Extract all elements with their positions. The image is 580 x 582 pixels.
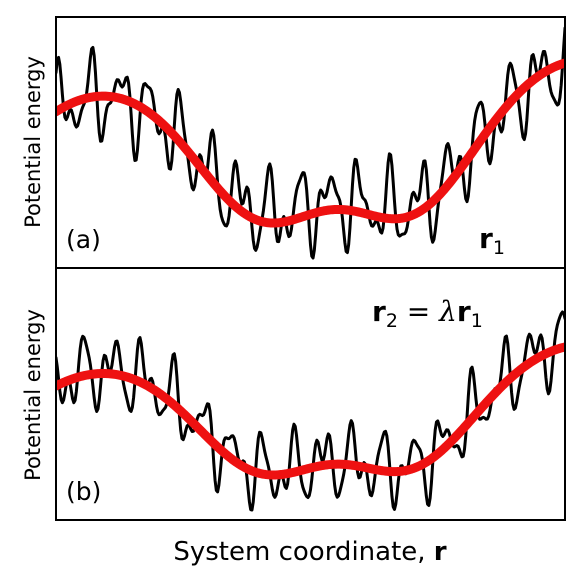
- panel-b-equation: r2 = λr1: [372, 295, 483, 332]
- panel-a-tag: (a): [66, 225, 101, 254]
- panel-a-equation: r1: [479, 222, 505, 259]
- panel-b-plot: [57, 310, 564, 512]
- panel-b-tag: (b): [66, 477, 101, 506]
- smooth-energy-curve-a: [57, 58, 564, 228]
- x-axis-label-symbol: r: [434, 537, 447, 567]
- equals-sign: =: [398, 295, 439, 328]
- x-axis-label: System coordinate, r: [173, 537, 446, 567]
- smooth-energy-curve-b: [57, 342, 564, 480]
- vector-r-lhs: r: [372, 295, 386, 328]
- subscript-1-rhs: 1: [471, 310, 483, 332]
- panel-a-plot: [57, 26, 564, 260]
- vector-r-rhs: r: [457, 295, 471, 328]
- panel-b-frame: [55, 267, 566, 521]
- subscript-2: 2: [386, 310, 398, 332]
- x-axis-label-text: System coordinate,: [173, 537, 433, 567]
- subscript-1: 1: [493, 237, 505, 259]
- rough-energy-curve-b: [57, 310, 564, 512]
- y-axis-label-top: Potential energy: [21, 56, 45, 228]
- y-axis-label-bottom: Potential energy: [21, 309, 45, 481]
- lambda-symbol: λ: [438, 295, 457, 328]
- vector-r-symbol: r: [479, 222, 493, 255]
